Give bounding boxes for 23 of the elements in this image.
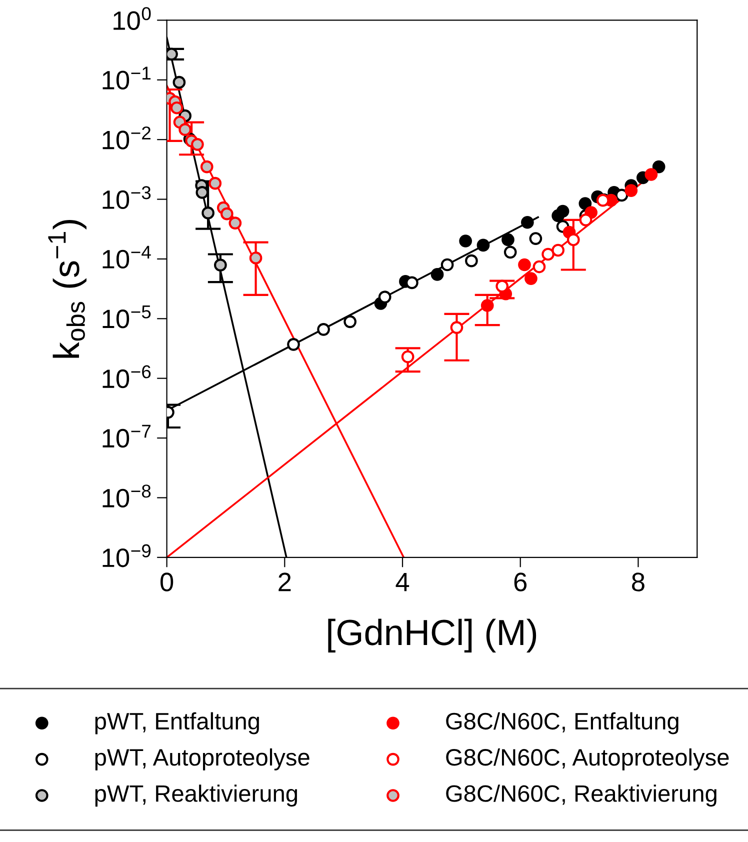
x-axis-title: [GdnHCl] (M) <box>328 618 536 652</box>
x-tick-label: 4 <box>396 572 410 592</box>
x-tick-label: 8 <box>632 572 644 592</box>
y-axis-title: k$_{obs}$ (s$^{−1}$) <box>48 220 86 358</box>
y-tick-label: 10$^{−3}$ <box>102 186 151 210</box>
y-tick-label: 10$^{0}$ <box>114 7 151 30</box>
y-tick-label: 10$^{−7}$ <box>102 424 150 448</box>
legend-label: G8C/N60C, Autoproteolyse <box>446 748 729 770</box>
y-tick-label: 10$^{−8}$ <box>102 484 151 508</box>
legend-label: pWT, Entfaltung <box>95 712 259 734</box>
y-tick-label: 10$^{−4}$ <box>102 246 151 269</box>
legend-label: G8C/N60C, Entfaltung <box>446 712 678 734</box>
legend-label: G8C/N60C, Reaktivierung <box>446 784 716 807</box>
x-tick-label: 6 <box>514 572 527 592</box>
y-tick-label: 10$^{−5}$ <box>102 306 151 328</box>
legend-label: pWT, Autoproteolyse <box>95 748 310 770</box>
y-tick-label: 10$^{−2}$ <box>102 126 150 150</box>
x-tick-label: 2 <box>278 572 291 592</box>
legend-label: pWT, Reaktivierung <box>95 784 298 807</box>
y-tick-label: 10$^{−9}$ <box>102 544 151 568</box>
y-tick-label: 10$^{−1}$ <box>102 66 151 90</box>
x-tick-label: 0 <box>160 572 174 592</box>
y-tick-label: 10$^{−6}$ <box>102 365 151 388</box>
